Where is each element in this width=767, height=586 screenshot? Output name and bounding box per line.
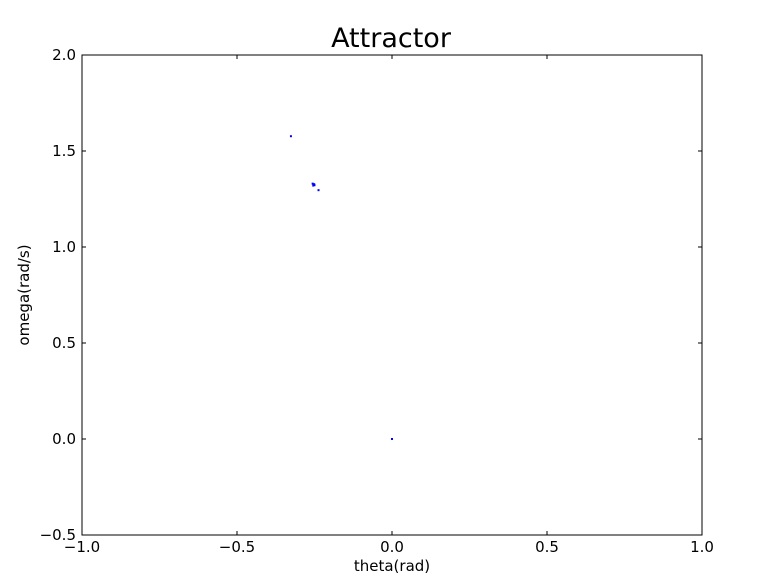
axis-ticks: −1.0 −0.5 0.0 0.5 1.0−0.50.00.51.01.52.0 <box>40 46 714 556</box>
scatter-point <box>312 184 315 187</box>
scatter-point <box>391 438 393 440</box>
scatter-points <box>289 135 393 440</box>
x-tick-label: −1.0 <box>64 538 100 556</box>
y-tick-label: 0.0 <box>52 430 76 448</box>
y-tick-label: 1.5 <box>52 142 76 160</box>
y-tick-label: 0.5 <box>52 334 76 352</box>
x-axis-label: theta(rad) <box>354 557 430 575</box>
y-tick-label: 1.0 <box>52 238 76 256</box>
plot-frame <box>81 54 703 536</box>
x-tick-label: 0.5 <box>535 538 559 556</box>
y-tick-label: 2.0 <box>52 46 76 64</box>
x-tick-label: 1.0 <box>690 538 714 556</box>
scatter-point <box>317 189 320 192</box>
scatter-point <box>313 183 316 186</box>
y-tick-label: −0.5 <box>40 526 76 544</box>
scatter-point <box>289 135 292 138</box>
x-tick-label: −0.5 <box>219 538 255 556</box>
chart-title: Attractor <box>331 23 452 54</box>
y-axis-label: omega(rad/s) <box>15 244 33 345</box>
x-tick-label: 0.0 <box>380 538 404 556</box>
